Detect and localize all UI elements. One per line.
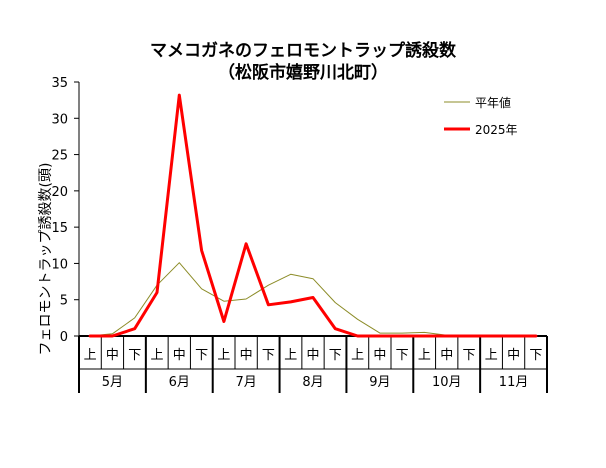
y-axis-label: フェロモントラップ誘殺数(頭) bbox=[38, 163, 54, 356]
y-tick-label: 15 bbox=[51, 221, 68, 236]
x-tick-label: 下 bbox=[529, 348, 542, 363]
x-tick-label: 中 bbox=[240, 348, 253, 363]
y-tick-label: 20 bbox=[51, 185, 68, 200]
x-tick-label: 上 bbox=[150, 348, 163, 363]
month-label: 7月 bbox=[236, 375, 257, 390]
series-line-2 bbox=[88, 93, 538, 338]
x-tick-label: 下 bbox=[128, 348, 141, 363]
y-axis: 0 5 10 15 20 25 30 35 bbox=[51, 76, 80, 345]
y-tick-label: 30 bbox=[51, 112, 68, 127]
x-tick-label: 上 bbox=[284, 348, 297, 363]
y-tick-label: 35 bbox=[51, 76, 68, 91]
x-tick-label: 上 bbox=[485, 348, 498, 363]
chart-title: マメコガネのフェロモントラップ誘殺数 bbox=[150, 41, 456, 61]
x-tick-label: 上 bbox=[418, 348, 431, 363]
x-tick-label: 上 bbox=[84, 348, 97, 363]
month-label: 10月 bbox=[432, 375, 462, 390]
month-label: 8月 bbox=[302, 375, 323, 390]
month-label: 5月 bbox=[102, 375, 123, 390]
y-tick-label: 10 bbox=[51, 257, 68, 272]
month-label: 11月 bbox=[499, 375, 529, 390]
legend: 平年値 2025年 bbox=[444, 95, 518, 137]
x-tick-label: 下 bbox=[262, 348, 275, 363]
x-tick-label: 下 bbox=[195, 348, 208, 363]
y-tick-label: 25 bbox=[51, 149, 68, 164]
x-tick-label: 中 bbox=[440, 348, 453, 363]
x-tick-label: 中 bbox=[306, 348, 319, 363]
chart-subtitle: （松阪市嬉野川北町） bbox=[218, 63, 388, 83]
x-axis: 上中下上中下上中下上中下上中下上中下上中下5月 6月 7月 8月 9月 10月 11月 bbox=[78, 335, 548, 393]
month-label: 9月 bbox=[369, 375, 390, 390]
y-tick-label: 5 bbox=[60, 294, 68, 309]
x-tick-label: 上 bbox=[351, 348, 364, 363]
plot-area bbox=[88, 93, 538, 338]
x-tick-label: 下 bbox=[396, 348, 409, 363]
x-tick-label: 中 bbox=[507, 348, 520, 363]
legend-label-1: 平年値 bbox=[475, 95, 511, 110]
x-tick-label: 中 bbox=[373, 348, 386, 363]
x-tick-label: 中 bbox=[106, 348, 119, 363]
month-label: 6月 bbox=[169, 375, 190, 390]
y-tick-label: 0 bbox=[60, 330, 68, 345]
legend-label-2: 2025年 bbox=[475, 123, 518, 137]
x-tick-label: 下 bbox=[462, 348, 475, 363]
x-tick-label: 下 bbox=[329, 348, 342, 363]
x-tick-label: 中 bbox=[173, 348, 186, 363]
x-tick-label: 上 bbox=[217, 348, 230, 363]
